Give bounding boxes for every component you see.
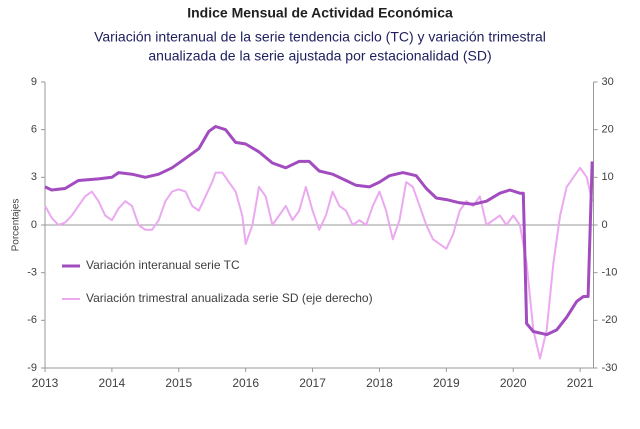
x-tick-label: 2016: [232, 376, 259, 390]
x-tick-label: 2019: [433, 376, 460, 390]
y-tick-label: 0: [31, 219, 37, 231]
y2-tick-label: 0: [602, 219, 608, 231]
chart-subtitle: anualizada de la serie ajustada por esta…: [148, 48, 491, 64]
series-line: [44, 166, 594, 360]
x-tick-label: 2015: [165, 376, 192, 390]
x-tick-label: 2014: [99, 376, 126, 390]
y-tick-label: 6: [31, 124, 37, 136]
y2-tick-label: -30: [602, 362, 618, 374]
chart-subtitle: Variación interanual de la serie tendenc…: [94, 29, 546, 45]
y2-tick-label: -20: [602, 314, 618, 326]
legend-label: Variación trimestral anualizada serie SD…: [86, 291, 373, 305]
y-tick-label: 3: [31, 171, 37, 183]
y-axis-label: Porcentajes: [11, 199, 22, 252]
x-tick-label: 2017: [299, 376, 326, 390]
x-tick-label: 2021: [567, 376, 594, 390]
y2-tick-label: 10: [602, 171, 614, 183]
x-tick-label: 2018: [366, 376, 393, 390]
y-tick-label: -3: [27, 267, 37, 279]
legend-label: Variación interanual serie TC: [86, 258, 240, 272]
y-tick-label: -6: [27, 314, 37, 326]
x-tick-label: 2013: [32, 376, 59, 390]
y-tick-label: 9: [31, 76, 37, 88]
chart-title: Indice Mensual de Actividad Económica: [187, 5, 453, 21]
x-tick-label: 2020: [500, 376, 527, 390]
y2-tick-label: 30: [602, 76, 614, 88]
y2-tick-label: -10: [602, 267, 618, 279]
y2-tick-label: 20: [602, 124, 614, 136]
y-tick-label: -9: [27, 362, 37, 374]
series-line: [44, 125, 594, 337]
